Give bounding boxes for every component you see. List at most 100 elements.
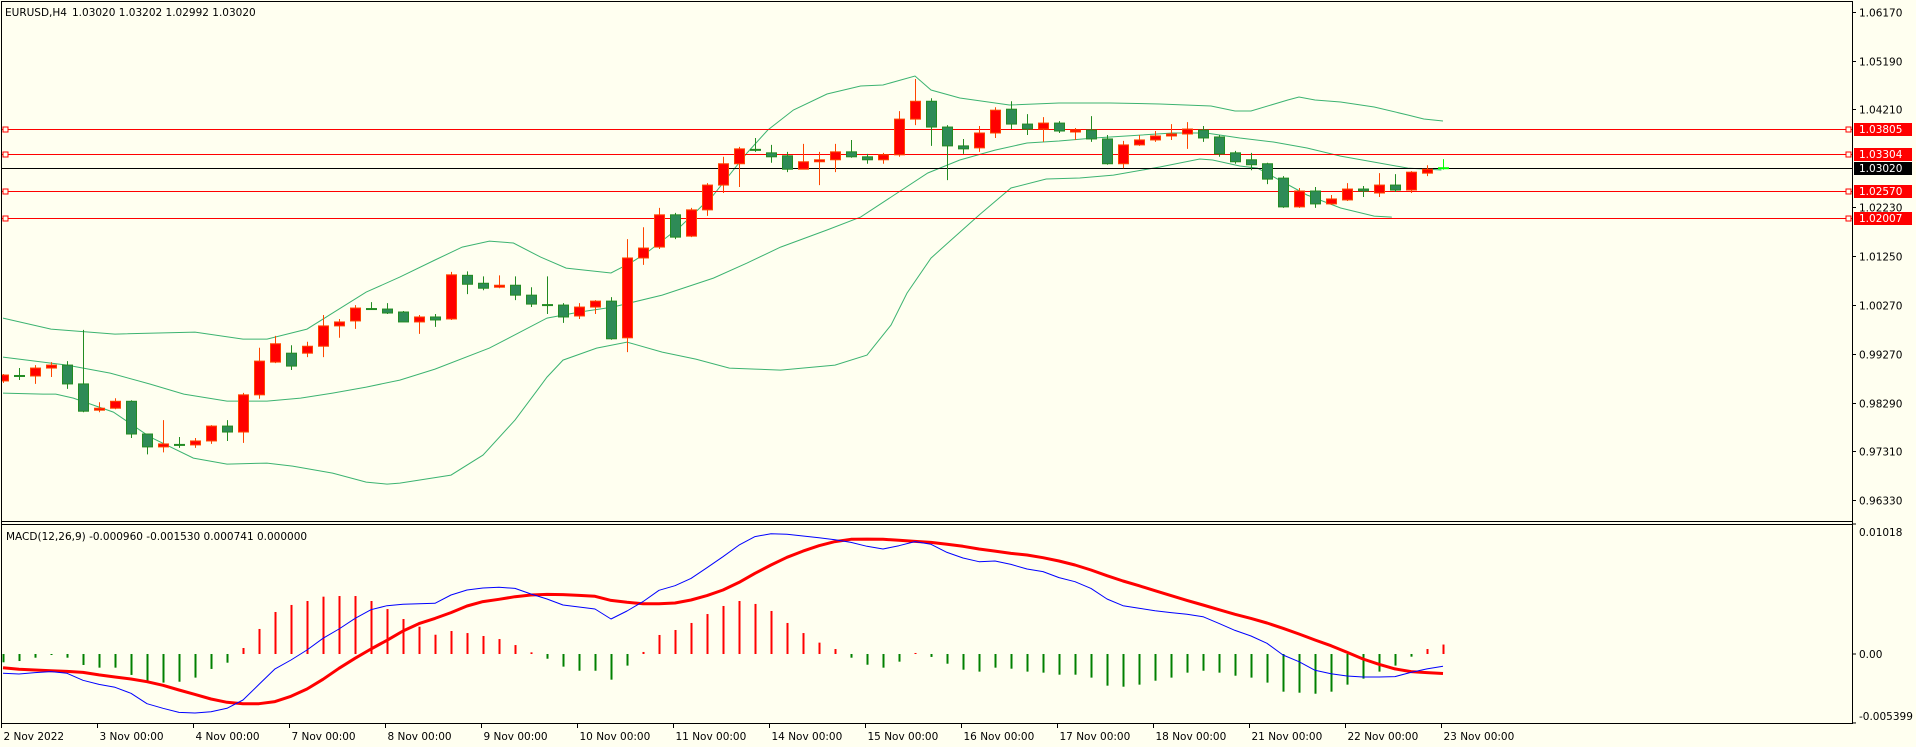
ohlc-readout: 1.03020 1.03202 1.02992 1.03020 bbox=[72, 7, 256, 19]
candle bbox=[430, 314, 441, 327]
candle bbox=[638, 227, 649, 265]
time-tick-label: 7 Nov 00:00 bbox=[292, 731, 356, 743]
macd-histogram-bar bbox=[18, 654, 21, 662]
macd-histogram-bar bbox=[866, 654, 869, 665]
hline-left-handle[interactable] bbox=[2, 126, 9, 133]
candle-body-bear bbox=[1262, 163, 1273, 180]
candle bbox=[862, 153, 873, 164]
candle bbox=[1230, 150, 1241, 164]
candle-body-bear bbox=[1198, 129, 1209, 139]
macd-histogram-bar bbox=[514, 645, 517, 654]
macd-histogram-bar bbox=[1090, 654, 1093, 678]
candle-body-bear bbox=[62, 364, 73, 385]
candle-body-bear bbox=[1214, 136, 1225, 155]
candle bbox=[1134, 134, 1145, 146]
macd-histogram-bar bbox=[1298, 654, 1301, 693]
candle bbox=[1406, 171, 1417, 194]
price-tick-label: 0.98290 bbox=[1859, 399, 1902, 411]
macd-histogram-bar bbox=[290, 604, 293, 654]
hline-right-handle[interactable] bbox=[1845, 215, 1852, 222]
candle bbox=[606, 297, 617, 340]
macd-axis[interactable]: 0.01018 0.00 -0.005399 bbox=[1852, 523, 1913, 724]
macd-histogram-bar bbox=[146, 654, 149, 681]
price-tick-label: 1.06170 bbox=[1859, 8, 1902, 20]
candle-body-bull bbox=[814, 159, 825, 163]
candle-body-bear bbox=[462, 274, 473, 285]
candle bbox=[1006, 101, 1017, 130]
macd-panel[interactable] bbox=[2, 533, 1445, 714]
candle-body-bear bbox=[1358, 188, 1369, 192]
candle bbox=[446, 271, 457, 320]
hline-price-tag-bg bbox=[1854, 148, 1912, 161]
horizontal-lines[interactable] bbox=[2, 126, 1852, 222]
candle-body-bear bbox=[222, 425, 233, 433]
macd-histogram-bar bbox=[498, 639, 501, 654]
candle bbox=[62, 361, 73, 389]
candle bbox=[766, 144, 777, 163]
macd-histogram-bar bbox=[818, 642, 821, 654]
price-tick-label: 0.96330 bbox=[1859, 496, 1902, 508]
candle-body-bull bbox=[1342, 188, 1353, 201]
candle-body-bear bbox=[286, 352, 297, 367]
macd-histogram-bar bbox=[722, 605, 725, 654]
hline-left-handle[interactable] bbox=[2, 188, 9, 195]
candle-body-bear bbox=[1390, 184, 1401, 191]
candle-body-bull bbox=[414, 316, 425, 323]
candle-body-bear bbox=[478, 282, 489, 289]
time-tick-label: 10 Nov 00:00 bbox=[580, 731, 651, 743]
hline-left-handle[interactable] bbox=[2, 215, 9, 222]
hline-right-handle[interactable] bbox=[1845, 126, 1852, 133]
candle bbox=[174, 436, 185, 448]
candle bbox=[334, 318, 345, 338]
candle bbox=[622, 239, 633, 353]
bollinger-middle-band bbox=[2, 132, 1442, 402]
candle bbox=[894, 111, 905, 157]
candle-body-bear bbox=[1102, 138, 1113, 165]
candle-body-bear bbox=[526, 294, 537, 305]
macd-histogram-bar bbox=[1410, 654, 1413, 657]
candle bbox=[846, 139, 857, 158]
macd-histogram-bar bbox=[1026, 654, 1029, 672]
price-tick-label: 1.00270 bbox=[1859, 301, 1902, 313]
price-tags: 1.03805 1.03304 1.02570 1.02007 1.03020 bbox=[1854, 123, 1912, 225]
price-axis[interactable]: 1.06170 1.05190 1.04210 1.02230 1.01250 1.002… bbox=[1852, 8, 1902, 508]
macd-tick-label: 0.00 bbox=[1859, 649, 1882, 661]
candle bbox=[1022, 114, 1033, 135]
macd-histogram-bar bbox=[2, 654, 5, 663]
candle-body-bear bbox=[1310, 190, 1321, 205]
macd-histogram-bar bbox=[370, 601, 373, 654]
hline-right-handle[interactable] bbox=[1845, 151, 1852, 158]
candle bbox=[1214, 134, 1225, 157]
candle bbox=[974, 126, 985, 152]
candle-body-bull bbox=[1422, 168, 1433, 174]
time-axis[interactable]: 2 Nov 2022 3 Nov 00:00 4 Nov 00:00 7 Nov 00… bbox=[1, 723, 1515, 743]
main-price-panel[interactable] bbox=[0, 75, 1852, 485]
candle-body-bull bbox=[654, 214, 665, 248]
candle-body-bear bbox=[1246, 159, 1257, 166]
macd-histogram-bar bbox=[402, 619, 405, 654]
macd-histogram-bar bbox=[1202, 654, 1205, 671]
candle bbox=[462, 271, 473, 295]
candle-body-bull bbox=[910, 100, 921, 120]
candle bbox=[1374, 173, 1385, 197]
candle bbox=[382, 303, 393, 315]
candle bbox=[1342, 183, 1353, 201]
macd-histogram-bar bbox=[1442, 644, 1445, 654]
bollinger-lower-band bbox=[2, 158, 1392, 485]
candle bbox=[302, 341, 313, 358]
macd-histogram-bar bbox=[1234, 654, 1237, 676]
candle bbox=[94, 402, 105, 413]
price-tick-label: 1.04210 bbox=[1859, 105, 1902, 117]
candle-body-bear bbox=[1278, 177, 1289, 208]
candle-body-bull bbox=[334, 321, 345, 327]
hline-right-handle[interactable] bbox=[1845, 188, 1852, 195]
candle bbox=[750, 137, 761, 152]
candle bbox=[526, 287, 537, 308]
candle-body-bear bbox=[398, 311, 409, 323]
macd-histogram-bar bbox=[258, 628, 261, 654]
hline-left-handle[interactable] bbox=[2, 151, 9, 158]
macd-histogram-bar bbox=[690, 622, 693, 654]
candle bbox=[158, 420, 169, 453]
time-tick-label: 17 Nov 00:00 bbox=[1060, 731, 1131, 743]
